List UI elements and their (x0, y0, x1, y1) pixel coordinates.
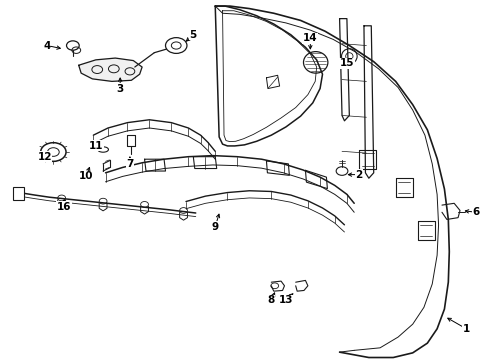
Text: 3: 3 (116, 84, 123, 94)
Circle shape (66, 41, 79, 50)
Text: 9: 9 (211, 222, 218, 231)
Text: 10: 10 (79, 171, 93, 181)
Text: 8: 8 (267, 295, 274, 305)
Text: 5: 5 (189, 30, 197, 40)
Text: 11: 11 (88, 141, 103, 151)
Text: 13: 13 (278, 295, 293, 305)
Text: 12: 12 (37, 152, 52, 162)
Text: 16: 16 (57, 202, 71, 212)
Text: 14: 14 (303, 33, 317, 43)
Bar (13, 187, 23, 200)
Text: 4: 4 (43, 41, 51, 50)
Text: 1: 1 (462, 324, 469, 334)
Text: 2: 2 (355, 170, 362, 180)
Text: 6: 6 (471, 207, 479, 217)
Text: 15: 15 (339, 58, 353, 68)
Text: 7: 7 (126, 159, 133, 169)
Polygon shape (79, 58, 142, 81)
